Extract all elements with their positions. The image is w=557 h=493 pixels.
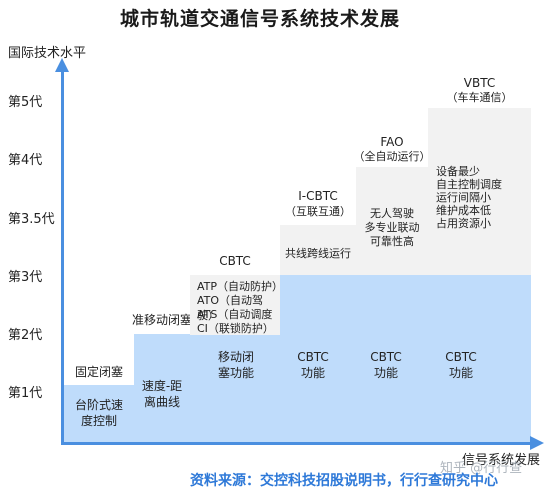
stage6-blue-text: CBTC功能 [445, 350, 477, 380]
y-tick-gen3: 第3代 [8, 270, 43, 285]
stage4-gray-text: 共线跨线运行 [285, 247, 351, 260]
y-axis-label: 国际技术水平 [8, 46, 87, 61]
stage6-gray-line-4: 维护成本低 [436, 204, 491, 217]
stage6-name-sub: （车车通信） [446, 91, 513, 104]
stage1-name: 固定闭塞 [74, 365, 123, 379]
stage1-blue-block [64, 385, 134, 442]
y-tick-gen1: 第1代 [8, 386, 43, 401]
stage6-gray-line-5: 占用资源小 [436, 217, 491, 230]
stage3-blue-block [190, 335, 280, 442]
stage4-blue-text: CBTC功能 [297, 350, 329, 380]
stage3-gray-line-1: ATP（自动防护） [197, 280, 284, 293]
stage5-gray-line-2: 多专业联动 [364, 221, 420, 234]
source-note: 资料来源：交控科技招股说明书，行行查研究中心 [190, 473, 498, 489]
stage5-blue-block [356, 275, 428, 442]
stage5-name: FAO [380, 135, 404, 149]
y-axis-line [61, 70, 64, 445]
stage6-name: VBTC [463, 76, 496, 90]
stage2-name: 准移动闭塞 [131, 313, 192, 327]
stage4-blue-block [280, 275, 356, 442]
stage5-name-sub: （全自动运行） [353, 150, 431, 163]
stage5-gray-line-3: 可靠性高 [370, 235, 414, 248]
y-tick-gen2: 第2代 [8, 328, 43, 343]
stage4-name-sub: （互联互通） [285, 205, 351, 218]
x-axis-arrow-icon [530, 436, 544, 450]
diagram-title: 城市轨道交通信号系统技术发展 [119, 8, 400, 30]
stage2-blue-text: 速度-距离曲线 [141, 379, 183, 409]
y-tick-gen4: 第4代 [8, 153, 43, 168]
stage3-gray-line-4: CI（联锁防护） [197, 322, 274, 335]
stage5-gray-line-1: 无人驾驶 [370, 207, 414, 220]
x-axis-line [61, 442, 533, 445]
stage3-gray-line-2: ATO（自动驾驶） [197, 294, 264, 322]
stage5-gray-block [356, 167, 428, 275]
stage6-gray-line-2: 自主控制调度 [436, 178, 502, 191]
stage3-blue-text: 移动闭塞功能 [217, 350, 254, 380]
stage2-blue-block [134, 334, 190, 442]
stage1-blue-text: 台阶式速度控制 [74, 398, 123, 428]
y-axis-arrow-icon [55, 58, 69, 72]
stage3-gray-line-3: ATS（自动调度 [197, 308, 273, 321]
stage3-name: CBTC [219, 254, 251, 268]
stage4-gray-block [280, 225, 356, 275]
stage3-gray-block [190, 275, 280, 335]
stage6-gray-block [428, 108, 531, 275]
x-axis-label: 信号系统发展 [462, 453, 541, 468]
stage5-blue-text: CBTC功能 [370, 350, 402, 380]
stage6-gray-line-1: 设备最少 [436, 165, 480, 178]
y-tick-gen3-5: 第3.5代 [8, 212, 55, 227]
y-tick-gen5: 第5代 [8, 95, 43, 110]
stage6-gray-line-3: 运行间隔小 [436, 191, 491, 204]
stage4-name: I-CBTC [298, 189, 338, 203]
watermark: 知乎 @行行查 [440, 461, 523, 476]
stage6-blue-block [428, 275, 531, 442]
